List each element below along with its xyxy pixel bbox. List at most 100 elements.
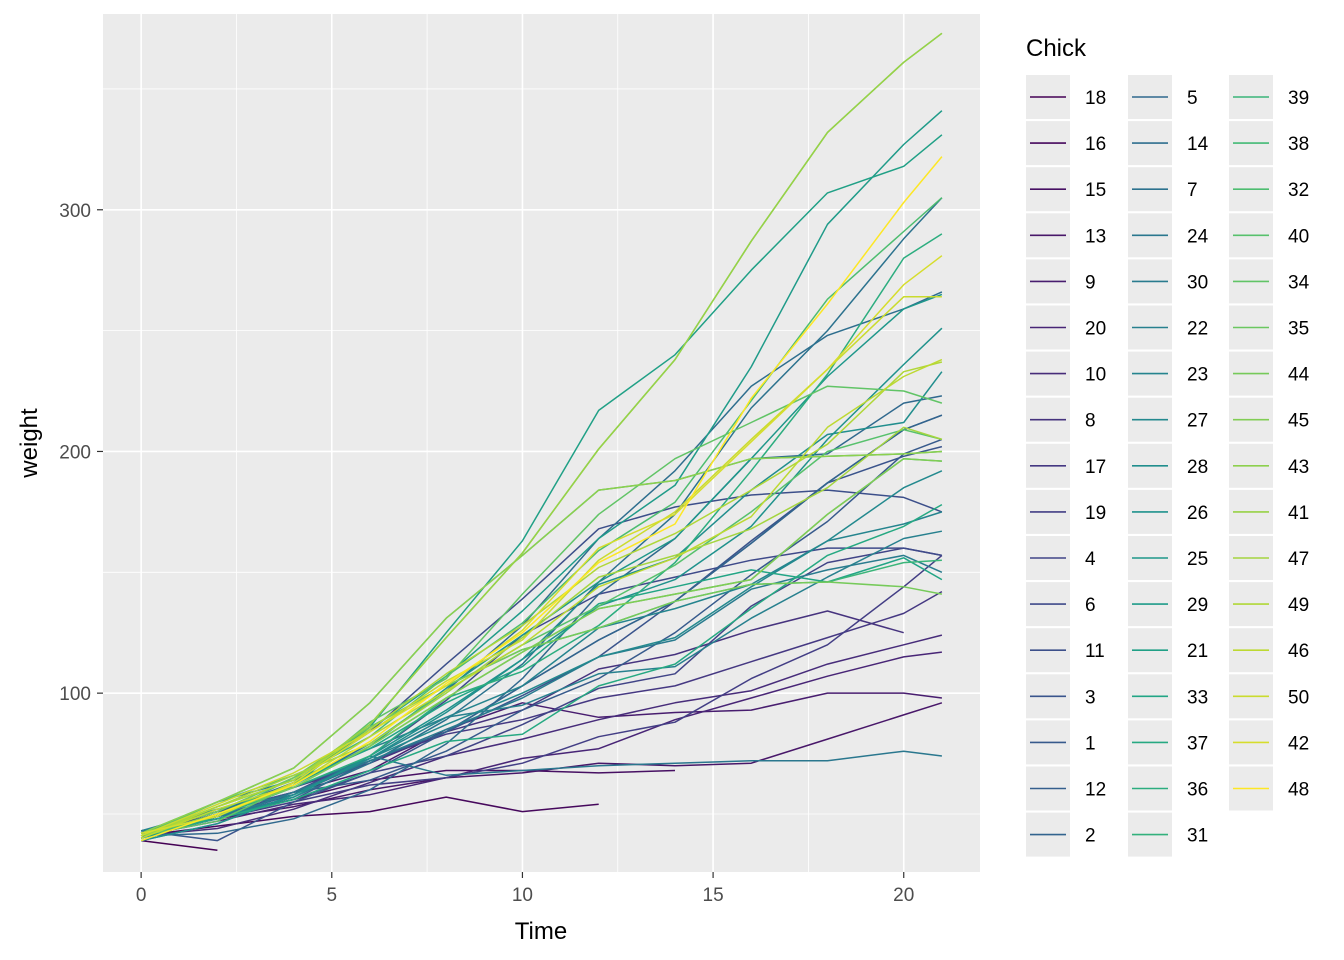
series-line-chick-20 <box>140 651 942 837</box>
legend-label: 44 <box>1288 365 1310 386</box>
legend-label: 24 <box>1187 226 1209 247</box>
legend-item-chick-44: 44 <box>1229 351 1310 396</box>
legend-label: 39 <box>1288 88 1309 109</box>
x-tick-label: 10 <box>512 885 533 906</box>
legend-item-chick-10: 10 <box>1026 351 1106 396</box>
series-line-chick-48 <box>140 156 943 842</box>
panel-background <box>103 14 980 872</box>
legend-label: 43 <box>1288 457 1309 478</box>
legend-label: 6 <box>1085 595 1096 616</box>
legend-label: 29 <box>1187 595 1208 616</box>
legend-label: 50 <box>1288 687 1309 708</box>
legend-label: 2 <box>1085 826 1096 847</box>
legend-label: 19 <box>1085 503 1106 524</box>
series-lines <box>140 32 943 851</box>
legend-item-chick-22: 22 <box>1128 305 1208 350</box>
legend-label: 38 <box>1288 134 1309 155</box>
legend-label: 42 <box>1288 733 1309 754</box>
legend-label: 31 <box>1187 826 1208 847</box>
legend-item-chick-23: 23 <box>1128 351 1208 396</box>
legend-item-chick-19: 19 <box>1026 489 1106 534</box>
legend-label: 30 <box>1187 272 1208 293</box>
legend-item-chick-3: 3 <box>1026 674 1096 719</box>
legend-label: 27 <box>1187 411 1208 432</box>
legend-label: 40 <box>1288 226 1309 247</box>
legend-item-chick-28: 28 <box>1128 443 1208 488</box>
legend-item-chick-26: 26 <box>1128 489 1208 534</box>
legend-label: 22 <box>1187 319 1208 340</box>
legend-label: 28 <box>1187 457 1208 478</box>
legend-item-chick-4: 4 <box>1026 536 1096 580</box>
legend-item-chick-43: 43 <box>1229 443 1309 488</box>
legend-item-chick-39: 39 <box>1229 75 1309 119</box>
legend-item-chick-30: 30 <box>1128 259 1208 304</box>
legend-item-chick-24: 24 <box>1128 213 1209 258</box>
legend-item-chick-25: 25 <box>1128 536 1208 580</box>
legend-label: 12 <box>1085 780 1106 801</box>
legend-label: 47 <box>1288 549 1309 570</box>
legend-label: 34 <box>1288 272 1310 293</box>
series-line-chick-19 <box>140 554 943 832</box>
axes: 0 5 10 15 20 100 200 300 <box>59 201 914 906</box>
series-line-chick-16 <box>141 796 599 837</box>
series-line-chick-45 <box>140 457 942 837</box>
legend-item-chick-18: 18 <box>1026 75 1106 119</box>
legend-label: 23 <box>1187 365 1208 386</box>
legend-title: Chick <box>1026 35 1087 62</box>
legend-item-chick-14: 14 <box>1128 121 1209 166</box>
series-line-chick-44 <box>140 581 943 835</box>
legend-item-chick-36: 36 <box>1128 766 1208 811</box>
legend-item-chick-41: 41 <box>1229 489 1309 534</box>
legend-label: 49 <box>1288 595 1309 616</box>
legend-item-chick-11: 11 <box>1026 628 1105 673</box>
legend-label: 25 <box>1187 549 1208 570</box>
series-line-chick-47 <box>140 426 943 837</box>
series-line-chick-49 <box>140 361 943 839</box>
legend-item-chick-48: 48 <box>1229 766 1309 811</box>
legend-label: 41 <box>1288 503 1309 524</box>
legend-label: 9 <box>1085 272 1096 293</box>
legend-item-chick-8: 8 <box>1026 397 1096 442</box>
legend-item-chick-21: 21 <box>1128 628 1208 673</box>
legend-item-chick-5: 5 <box>1128 75 1198 119</box>
x-axis-title: Time <box>515 918 567 945</box>
legend-item-chick-50: 50 <box>1229 674 1309 719</box>
plot-panel <box>103 14 980 872</box>
series-line-chick-5 <box>141 395 943 837</box>
y-tick-label: 200 <box>59 442 91 463</box>
x-tick-label: 5 <box>326 885 337 906</box>
legend-label: 20 <box>1085 319 1106 340</box>
legend-item-chick-20: 20 <box>1026 305 1106 350</box>
legend-item-chick-42: 42 <box>1229 720 1309 765</box>
legend-item-chick-31: 31 <box>1128 812 1208 857</box>
legend-item-chick-16: 16 <box>1026 121 1106 166</box>
y-axis-title: weight <box>16 408 43 479</box>
series-line-chick-18 <box>141 839 218 851</box>
legend-label: 14 <box>1187 134 1209 155</box>
legend-item-chick-27: 27 <box>1128 397 1208 442</box>
legend-label: 4 <box>1085 549 1096 570</box>
series-line-chick-26 <box>140 327 943 835</box>
legend-item-chick-17: 17 <box>1026 443 1106 488</box>
legend-label: 11 <box>1085 641 1105 662</box>
legend-item-chick-35: 35 <box>1229 305 1309 350</box>
y-tick-label: 300 <box>59 201 91 222</box>
series-line-chick-10 <box>141 634 943 837</box>
legend-label: 45 <box>1288 411 1309 432</box>
y-tick-label: 100 <box>59 684 91 705</box>
legend-item-chick-29: 29 <box>1128 582 1208 627</box>
legend-label: 37 <box>1187 733 1208 754</box>
legend-label: 13 <box>1085 226 1106 247</box>
legend-item-chick-47: 47 <box>1229 536 1309 580</box>
legend-label: 16 <box>1085 134 1106 155</box>
legend-label: 48 <box>1288 780 1309 801</box>
legend-item-chick-33: 33 <box>1128 674 1208 719</box>
legend-item-chick-13: 13 <box>1026 213 1106 258</box>
series-line-chick-30 <box>140 554 943 835</box>
legend-label: 7 <box>1187 180 1198 201</box>
legend-item-chick-32: 32 <box>1229 167 1309 212</box>
legend-label: 18 <box>1085 88 1106 109</box>
legend-item-chick-7: 7 <box>1128 167 1198 212</box>
series-line-chick-2 <box>140 414 943 839</box>
